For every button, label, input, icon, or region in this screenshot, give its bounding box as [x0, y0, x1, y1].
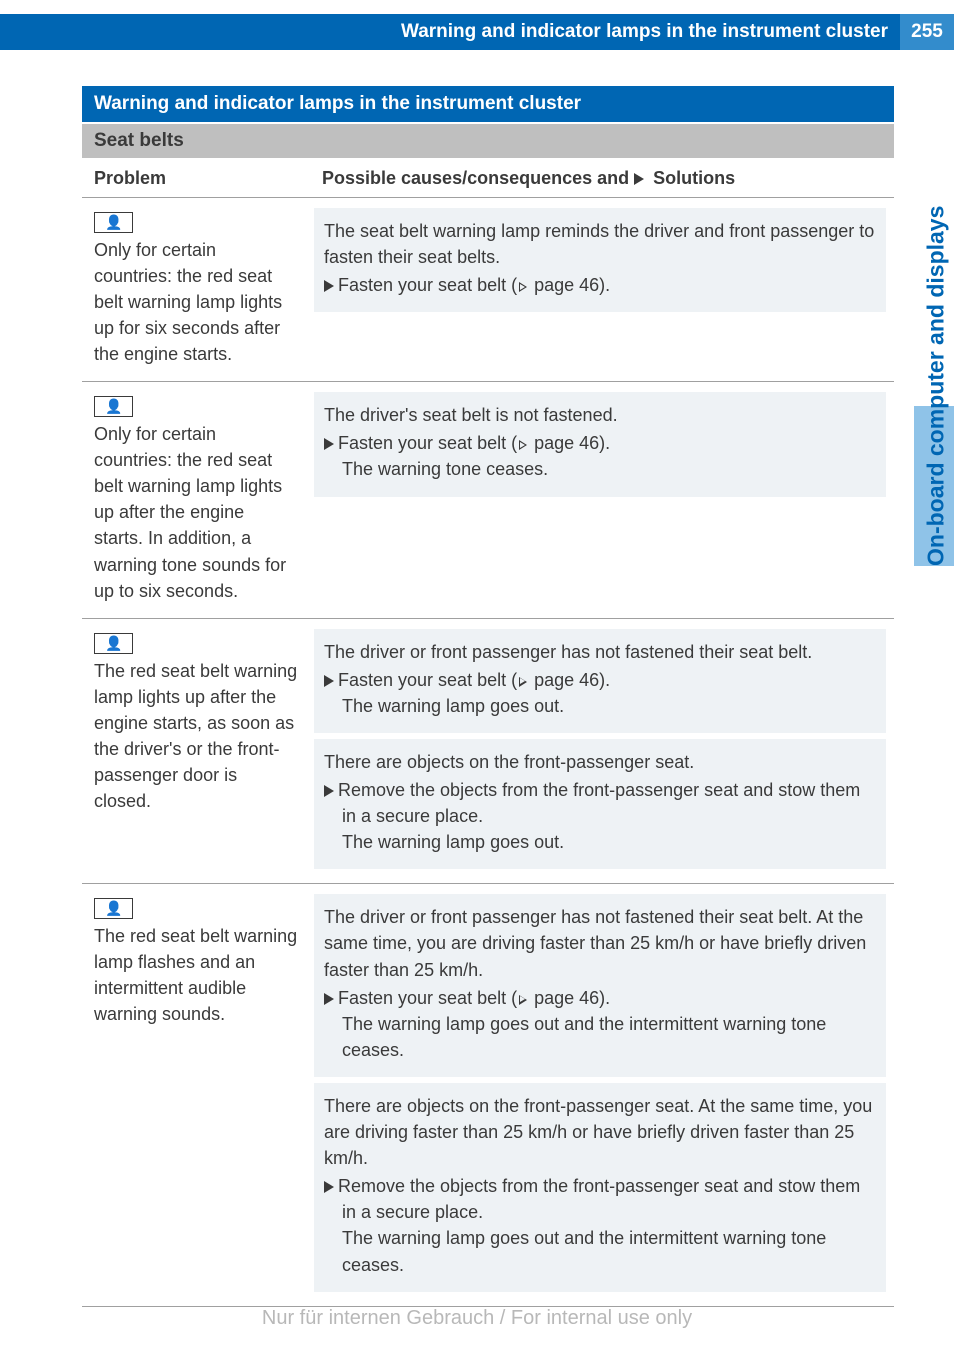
table-row: 👤 Only for certain countries: the red se…	[82, 382, 894, 618]
solution-block: There are objects on the front-passenger…	[314, 739, 886, 869]
cause-text: The driver or front passenger has not fa…	[324, 639, 876, 665]
triangle-icon	[324, 1181, 334, 1193]
solution-block: The seat belt warning lamp reminds the d…	[314, 208, 886, 312]
action-line: Fasten your seat belt ( page 46).	[324, 667, 876, 693]
content-area: Warning and indicator lamps in the instr…	[82, 86, 894, 1307]
problem-cell: 👤 Only for certain countries: the red se…	[82, 198, 310, 381]
action-line: Fasten your seat belt ( page 46).	[324, 272, 876, 298]
page-header: Warning and indicator lamps in the instr…	[0, 14, 954, 50]
action-text: Remove the objects from the front-passen…	[338, 780, 860, 826]
seatbelt-icon: 👤	[94, 633, 133, 654]
page-ref-icon	[519, 677, 527, 687]
problem-cell: 👤 The red seat belt warning lamp lights …	[82, 619, 310, 884]
triangle-icon	[324, 438, 334, 450]
solution-cell: The seat belt warning lamp reminds the d…	[310, 198, 894, 381]
cause-text: The driver's seat belt is not fastened.	[324, 402, 876, 428]
col-header-problem: Problem	[94, 168, 322, 189]
solution-cell: The driver's seat belt is not fastened. …	[310, 382, 894, 617]
result-text: The warning lamp goes out and the interm…	[324, 1225, 876, 1277]
page-ref-text: page 46).	[529, 988, 610, 1008]
seatbelt-icon: 👤	[94, 898, 133, 919]
col-header-solution-prefix: Possible causes/consequences and	[322, 168, 634, 188]
result-text: The warning tone ceases.	[324, 456, 876, 482]
cause-text: There are objects on the front-passenger…	[324, 1093, 876, 1171]
subsection-banner: Seat belts	[82, 124, 894, 158]
action-text: Remove the objects from the front-passen…	[338, 1176, 860, 1222]
page-number: 255	[900, 14, 954, 50]
triangle-icon	[324, 993, 334, 1005]
page-ref-text: page 46).	[529, 275, 610, 295]
result-text: The warning lamp goes out.	[324, 693, 876, 719]
problem-cell: 👤 The red seat belt warning lamp flashes…	[82, 884, 310, 1305]
triangle-icon	[324, 675, 334, 687]
seatbelt-icon: 👤	[94, 396, 133, 417]
action-text: Fasten your seat belt (	[338, 275, 517, 295]
action-line: Remove the objects from the front-passen…	[324, 777, 876, 829]
action-line: Fasten your seat belt ( page 46).	[324, 985, 876, 1011]
action-line: Remove the objects from the front-passen…	[324, 1173, 876, 1225]
page-ref-icon	[519, 995, 527, 1005]
table-row: 👤 The red seat belt warning lamp lights …	[82, 619, 894, 885]
solution-cell: The driver or front passenger has not fa…	[310, 884, 894, 1305]
problem-cell: 👤 Only for certain countries: the red se…	[82, 382, 310, 617]
problem-text: Only for certain countries: the red seat…	[94, 424, 286, 601]
cause-text: The driver or front passenger has not fa…	[324, 904, 876, 982]
cause-text: There are objects on the front-passenger…	[324, 749, 876, 775]
cause-text: The seat belt warning lamp reminds the d…	[324, 218, 876, 270]
problem-text: The red seat belt warning lamp lights up…	[94, 661, 297, 811]
col-header-solution: Possible causes/consequences and Solutio…	[322, 168, 882, 189]
header-title: Warning and indicator lamps in the instr…	[0, 14, 900, 50]
action-line: Fasten your seat belt ( page 46).	[324, 430, 876, 456]
seatbelt-icon: 👤	[94, 212, 133, 233]
solution-block: The driver or front passenger has not fa…	[314, 894, 886, 1077]
action-text: Fasten your seat belt (	[338, 988, 517, 1008]
section-banner: Warning and indicator lamps in the instr…	[82, 86, 894, 122]
solution-cell: The driver or front passenger has not fa…	[310, 619, 894, 884]
action-text: Fasten your seat belt (	[338, 670, 517, 690]
table-row: 👤 The red seat belt warning lamp flashes…	[82, 884, 894, 1306]
page-ref-icon	[519, 282, 527, 292]
footer-watermark: Nur für internen Gebrauch / For internal…	[0, 1307, 954, 1330]
side-tab: On-board computer and displays	[914, 86, 954, 566]
table-header-row: Problem Possible causes/consequences and…	[82, 158, 894, 198]
triangle-icon	[324, 785, 334, 797]
solution-block: There are objects on the front-passenger…	[314, 1083, 886, 1292]
result-text: The warning lamp goes out and the interm…	[324, 1011, 876, 1063]
triangle-icon	[324, 280, 334, 292]
page-ref-text: page 46).	[529, 433, 610, 453]
page-ref-text: page 46).	[529, 670, 610, 690]
solution-block: The driver or front passenger has not fa…	[314, 629, 886, 733]
solution-block: The driver's seat belt is not fastened. …	[314, 392, 886, 496]
side-tab-label: On-board computer and displays	[916, 166, 954, 566]
action-text: Fasten your seat belt (	[338, 433, 517, 453]
problem-text: Only for certain countries: the red seat…	[94, 240, 282, 364]
triangle-icon	[634, 173, 644, 185]
table-row: 👤 Only for certain countries: the red se…	[82, 198, 894, 382]
problem-text: The red seat belt warning lamp flashes a…	[94, 926, 297, 1024]
col-header-solution-suffix: Solutions	[648, 168, 735, 188]
page-ref-icon	[519, 440, 527, 450]
result-text: The warning lamp goes out.	[324, 829, 876, 855]
